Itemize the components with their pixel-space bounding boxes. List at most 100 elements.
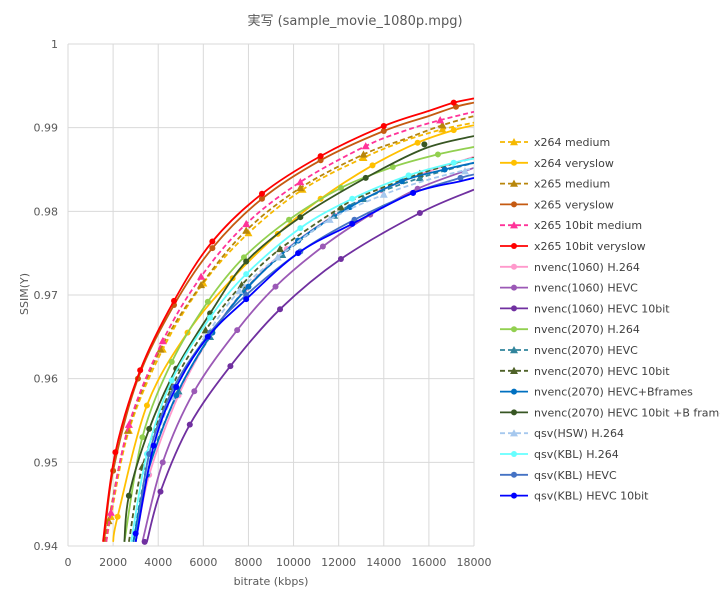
legend-label: x265 veryslow — [534, 198, 614, 211]
data-point — [207, 314, 214, 321]
data-point — [277, 306, 284, 313]
data-point — [171, 297, 178, 304]
data-point — [159, 459, 166, 466]
y-tick-label: 0.96 — [34, 373, 59, 386]
data-point — [325, 215, 334, 223]
data-point — [416, 210, 423, 217]
legend-marker — [511, 284, 517, 291]
legend-item-x265-10bit-veryslow: x265 10bit veryslow — [500, 240, 646, 253]
data-point — [143, 402, 150, 409]
data-point — [414, 139, 421, 146]
legend-item-nvenc-2070-hevc: nvenc(2070) HEVC — [500, 344, 638, 357]
data-point — [245, 283, 252, 290]
data-point — [243, 271, 250, 278]
data-point — [389, 163, 396, 170]
x-tick-label: 16000 — [411, 556, 446, 569]
series-line — [105, 110, 474, 542]
data-point — [204, 333, 211, 340]
data-point — [337, 256, 344, 263]
data-point — [276, 244, 285, 253]
data-point — [191, 388, 198, 395]
data-point — [272, 283, 279, 290]
x-tick-label: 18000 — [457, 556, 492, 569]
chart-title: 実写 (sample_movie_1080p.mpg) — [247, 13, 462, 29]
y-tick-label: 0.98 — [34, 205, 59, 218]
data-point — [398, 178, 405, 185]
x-tick-label: 8000 — [234, 556, 262, 569]
series-x264-medium — [105, 121, 474, 542]
legend-marker — [511, 451, 517, 457]
legend-label: nvenc(1060) HEVC 10bit — [534, 302, 670, 315]
grid — [67, 43, 475, 547]
data-point — [112, 449, 119, 456]
data-point — [235, 286, 244, 295]
legend-marker — [511, 243, 517, 249]
data-point — [186, 421, 193, 428]
data-point — [296, 178, 305, 186]
data-point — [258, 190, 265, 197]
legend-item-nvenc-1060-hevc-10bit: nvenc(1060) HEVC 10bit — [500, 302, 670, 315]
y-tick-labels: 0.94 0.95 0.96 0.97 0.98 0.99 1 — [34, 38, 59, 553]
data-point — [421, 141, 428, 148]
series-line — [112, 124, 474, 542]
legend-item-qsv-kbl-h-264: qsv(KBL) H.264 — [500, 448, 619, 461]
series-x265-veryslow — [103, 101, 474, 542]
data-point — [234, 327, 241, 334]
data-point — [173, 392, 180, 399]
legend-item-qsv-kbl-hevc: qsv(KBL) HEVC — [500, 469, 617, 482]
series-nvenc-1060-hevc-10bit — [141, 188, 474, 545]
data-point — [450, 127, 457, 134]
data-point — [114, 513, 121, 520]
legend-item-x264-medium: x264 medium — [500, 136, 610, 149]
data-point — [441, 166, 448, 173]
data-point — [361, 142, 370, 150]
data-point — [273, 253, 282, 261]
legend-label: x265 10bit medium — [534, 219, 642, 232]
data-point — [438, 121, 447, 129]
legend-label: qsv(KBL) HEVC — [534, 469, 617, 482]
series-line — [146, 188, 474, 543]
data-point — [319, 243, 326, 250]
data-point — [158, 337, 167, 345]
data-point — [197, 272, 206, 280]
data-point — [369, 162, 376, 169]
legend-marker — [511, 471, 517, 478]
data-point — [146, 425, 153, 432]
data-point — [379, 190, 388, 198]
x-tick-labels: 0 2000 4000 6000 8000 10000 12000 14000 16000 180… — [65, 556, 492, 569]
series-nvenc-2070-hevc-10bit-b-frames — [123, 135, 474, 542]
data-point — [317, 157, 324, 164]
y-tick-label: 0.95 — [34, 456, 59, 469]
legend-item-nvenc-2070-hevc-10bit: nvenc(2070) HEVC 10bit — [500, 365, 670, 378]
legend-marker — [511, 492, 517, 499]
x-axis-title: bitrate (kbps) — [234, 575, 309, 588]
legend-item-nvenc-2070-hevc-10bit-b-frames: nvenc(2070) HEVC 10bit +B frames — [500, 406, 720, 419]
x-tick-label: 10000 — [276, 556, 311, 569]
legend: x264 medium x264 veryslow x265 medium x265 … — [500, 136, 720, 503]
legend-marker — [511, 326, 517, 333]
legend-label: nvenc(1060) HEVC — [534, 282, 638, 295]
data-point — [405, 172, 412, 179]
legend-marker — [511, 263, 517, 270]
legend-item-x265-10bit-medium: x265 10bit medium — [500, 219, 642, 232]
data-point — [106, 508, 115, 516]
series-line — [103, 101, 474, 542]
data-point — [438, 125, 447, 133]
legend-label: nvenc(2070) HEVC — [534, 344, 638, 357]
data-point — [157, 488, 164, 495]
data-point — [359, 150, 368, 158]
legend-item-qsv-kbl-hevc-10bit: qsv(KBL) HEVC 10bit — [500, 490, 649, 503]
data-point — [457, 174, 464, 181]
legend-marker — [510, 366, 518, 374]
data-point — [242, 226, 251, 234]
data-point — [197, 280, 206, 289]
series-line — [132, 161, 474, 542]
legend-label: nvenc(2070) HEVC 10bit — [534, 365, 670, 378]
data-point — [317, 153, 324, 160]
data-point — [286, 216, 293, 223]
series-line — [134, 173, 474, 542]
x-tick-label: 6000 — [189, 556, 217, 569]
x-tick-label: 2000 — [99, 556, 127, 569]
